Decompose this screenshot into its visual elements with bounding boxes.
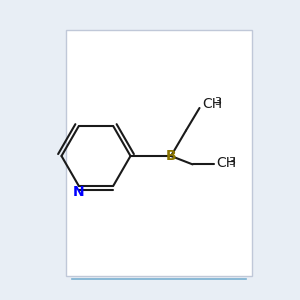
FancyBboxPatch shape (66, 30, 252, 276)
Text: N: N (73, 185, 85, 200)
Text: 3: 3 (229, 157, 236, 167)
Text: CH: CH (217, 156, 237, 170)
Text: B: B (166, 149, 176, 163)
Text: CH: CH (202, 98, 222, 111)
Text: 3: 3 (214, 98, 221, 107)
